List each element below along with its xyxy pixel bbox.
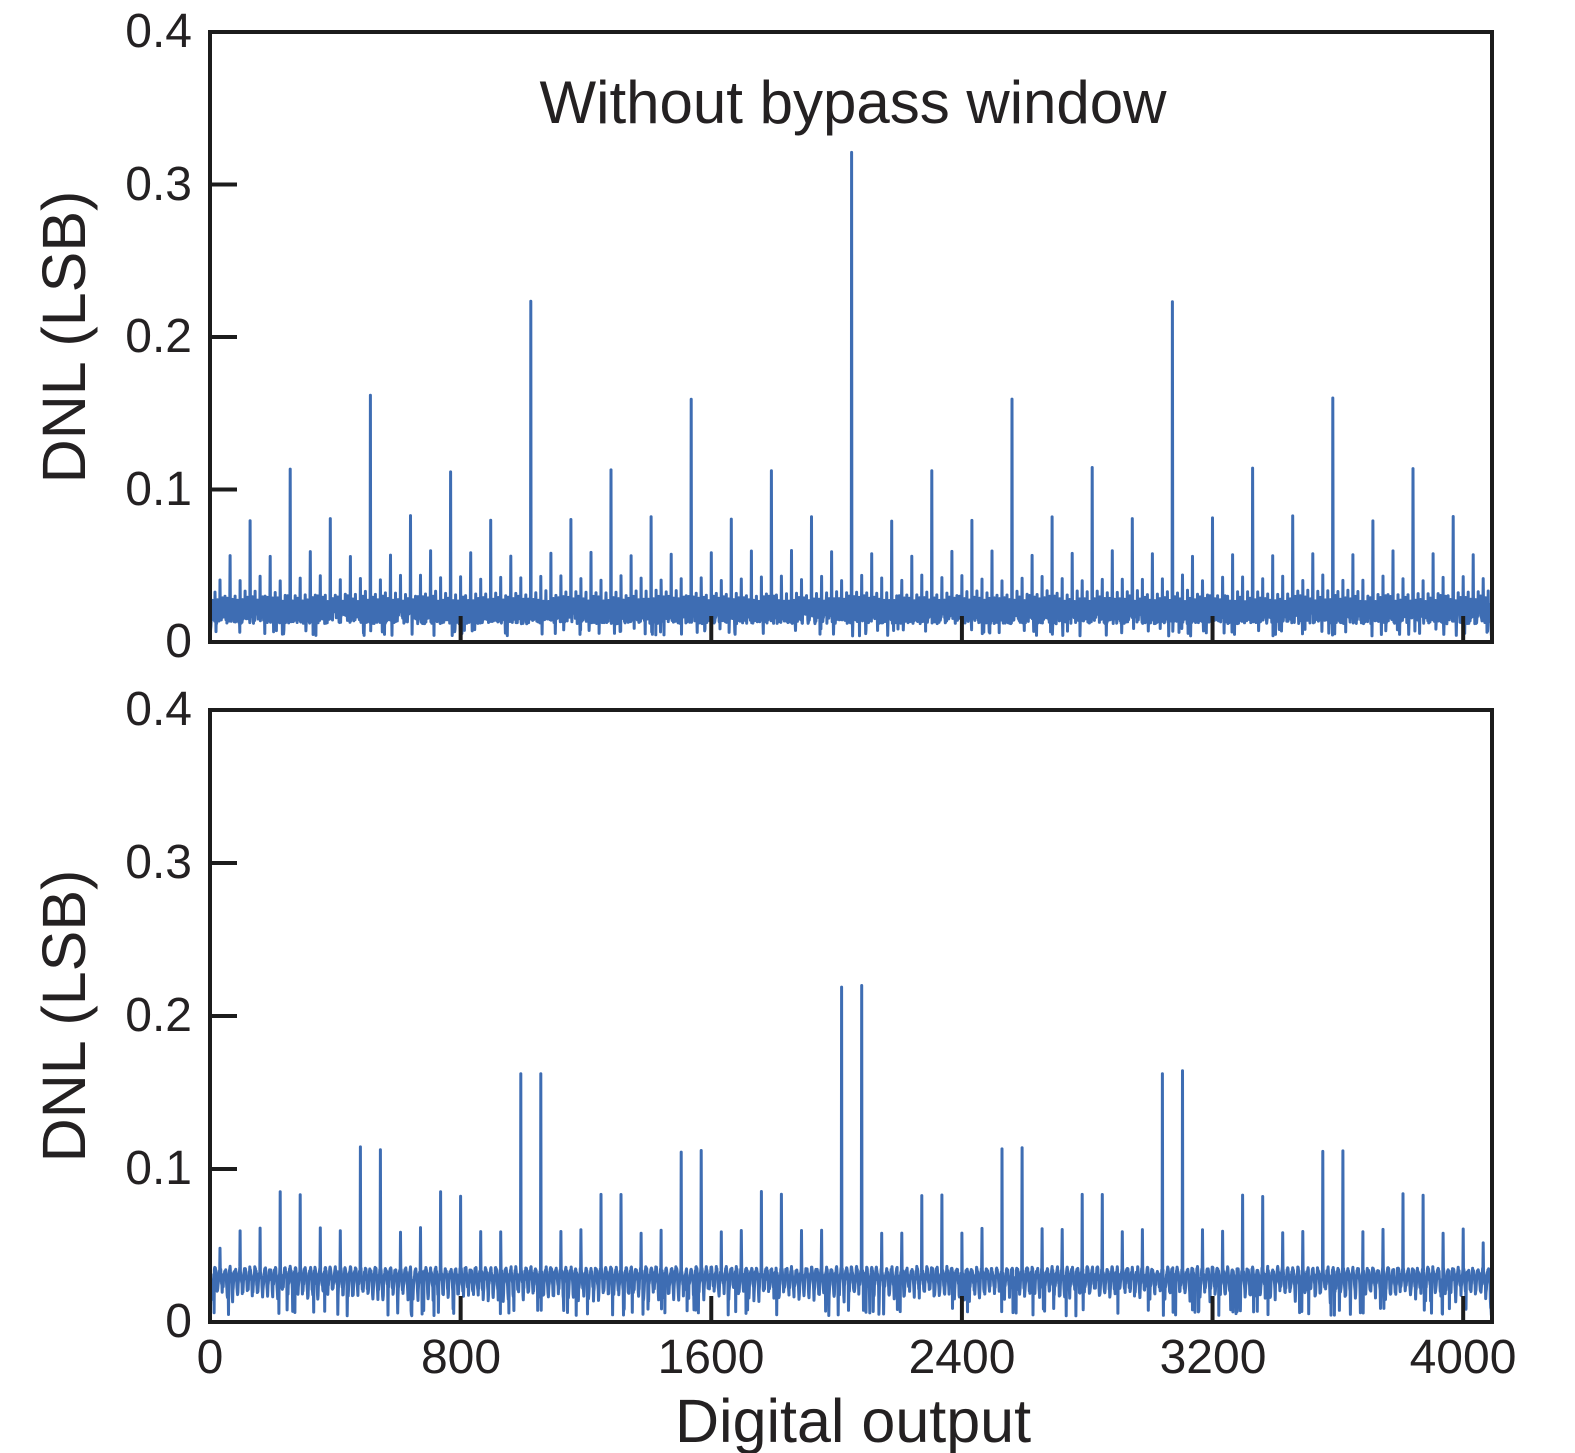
y-tick-label: 0.1 — [125, 1142, 192, 1195]
plot-spine-bottom — [208, 708, 1494, 1324]
y-tick-label: 0.2 — [125, 310, 192, 363]
panel-top-y-axis-label: DNL (LSB) — [30, 190, 98, 484]
x-axis-label: Digital output — [674, 1387, 1032, 1453]
x-tick-label: 0 — [196, 1331, 224, 1384]
y-tick-label: 0.3 — [125, 158, 192, 211]
x-tick-label: 800 — [420, 1331, 502, 1384]
y-tick-label: 0.1 — [125, 463, 192, 516]
dnl-trace-top — [208, 150, 1493, 638]
y-tick-label: 0 — [165, 1295, 192, 1348]
panel-top-title: Without bypass window — [539, 69, 1167, 136]
y-tick-label: 0.2 — [125, 989, 192, 1042]
y-tick-label: 0.4 — [125, 5, 192, 58]
panel-bottom-y-axis-label: DNL (LSB) — [30, 869, 98, 1163]
plot-spine-top — [208, 30, 1494, 644]
x-tick-label: 2400 — [908, 1331, 1016, 1384]
dnl-trace-bottom — [208, 984, 1493, 1318]
x-tick-label: 3200 — [1159, 1331, 1267, 1384]
x-tick-label: 1600 — [657, 1331, 765, 1384]
y-tick-label: 0.3 — [125, 836, 192, 889]
x-tick-label: 4000 — [1409, 1331, 1517, 1384]
y-tick-label: 0 — [165, 615, 192, 668]
y-tick-label: 0.4 — [125, 683, 192, 736]
